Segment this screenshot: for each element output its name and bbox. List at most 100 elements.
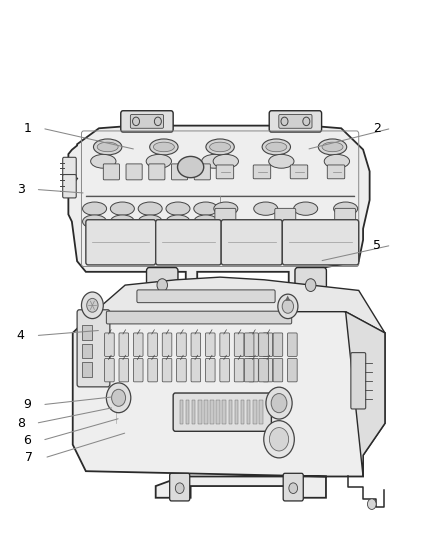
FancyBboxPatch shape bbox=[121, 111, 173, 132]
FancyBboxPatch shape bbox=[220, 359, 230, 382]
Text: 3: 3 bbox=[17, 183, 25, 196]
Bar bbox=[180, 400, 183, 424]
Text: 6: 6 bbox=[23, 434, 31, 447]
Polygon shape bbox=[346, 312, 385, 477]
Circle shape bbox=[154, 117, 161, 126]
FancyBboxPatch shape bbox=[134, 333, 143, 357]
Circle shape bbox=[175, 483, 184, 494]
FancyBboxPatch shape bbox=[105, 333, 114, 357]
FancyBboxPatch shape bbox=[126, 164, 142, 180]
FancyBboxPatch shape bbox=[119, 359, 129, 382]
FancyBboxPatch shape bbox=[273, 333, 283, 357]
FancyBboxPatch shape bbox=[170, 473, 190, 501]
FancyBboxPatch shape bbox=[191, 333, 201, 357]
FancyBboxPatch shape bbox=[173, 393, 272, 431]
Circle shape bbox=[367, 499, 376, 510]
FancyBboxPatch shape bbox=[279, 115, 312, 128]
Circle shape bbox=[264, 421, 294, 458]
FancyBboxPatch shape bbox=[244, 333, 254, 357]
FancyBboxPatch shape bbox=[148, 359, 157, 382]
FancyBboxPatch shape bbox=[288, 359, 297, 382]
Bar bbox=[204, 400, 208, 424]
Ellipse shape bbox=[166, 215, 190, 228]
Bar bbox=[253, 400, 257, 424]
FancyBboxPatch shape bbox=[134, 359, 143, 382]
Ellipse shape bbox=[110, 202, 134, 215]
Ellipse shape bbox=[91, 155, 116, 168]
FancyBboxPatch shape bbox=[205, 333, 215, 357]
Circle shape bbox=[106, 383, 131, 413]
FancyBboxPatch shape bbox=[327, 165, 345, 179]
Ellipse shape bbox=[202, 155, 227, 168]
Polygon shape bbox=[68, 115, 370, 298]
Text: ▲: ▲ bbox=[285, 295, 290, 301]
Circle shape bbox=[157, 279, 167, 292]
Circle shape bbox=[133, 117, 140, 126]
FancyBboxPatch shape bbox=[283, 473, 303, 501]
Circle shape bbox=[266, 387, 292, 419]
FancyBboxPatch shape bbox=[105, 359, 114, 382]
Ellipse shape bbox=[97, 142, 118, 152]
FancyBboxPatch shape bbox=[63, 157, 76, 181]
Ellipse shape bbox=[210, 142, 230, 152]
FancyBboxPatch shape bbox=[216, 165, 233, 179]
Bar bbox=[235, 400, 238, 424]
Circle shape bbox=[81, 292, 103, 319]
Bar bbox=[186, 400, 189, 424]
FancyBboxPatch shape bbox=[155, 220, 221, 265]
Text: 4: 4 bbox=[17, 329, 25, 342]
FancyBboxPatch shape bbox=[275, 208, 296, 228]
FancyBboxPatch shape bbox=[259, 359, 268, 382]
Ellipse shape bbox=[324, 155, 350, 168]
FancyBboxPatch shape bbox=[149, 164, 165, 180]
Text: 1: 1 bbox=[23, 122, 31, 135]
FancyBboxPatch shape bbox=[103, 164, 120, 180]
FancyBboxPatch shape bbox=[249, 359, 258, 382]
Bar bbox=[198, 400, 201, 424]
FancyBboxPatch shape bbox=[249, 333, 258, 357]
Bar bbox=[223, 400, 226, 424]
Text: 7: 7 bbox=[25, 451, 33, 464]
Ellipse shape bbox=[194, 202, 218, 215]
FancyBboxPatch shape bbox=[177, 359, 186, 382]
Circle shape bbox=[303, 117, 310, 126]
FancyBboxPatch shape bbox=[162, 333, 172, 357]
FancyBboxPatch shape bbox=[82, 325, 92, 340]
FancyBboxPatch shape bbox=[82, 362, 92, 377]
Bar bbox=[216, 400, 220, 424]
FancyBboxPatch shape bbox=[234, 333, 244, 357]
Ellipse shape bbox=[334, 202, 357, 215]
FancyBboxPatch shape bbox=[137, 290, 275, 303]
Circle shape bbox=[289, 483, 297, 494]
FancyBboxPatch shape bbox=[205, 359, 215, 382]
FancyBboxPatch shape bbox=[244, 359, 254, 382]
Ellipse shape bbox=[82, 215, 106, 228]
Ellipse shape bbox=[166, 202, 190, 215]
Text: 5: 5 bbox=[373, 239, 381, 252]
Circle shape bbox=[271, 393, 287, 413]
Ellipse shape bbox=[322, 142, 343, 152]
FancyBboxPatch shape bbox=[273, 359, 283, 382]
Bar bbox=[210, 400, 214, 424]
Polygon shape bbox=[73, 290, 385, 498]
FancyBboxPatch shape bbox=[147, 268, 178, 301]
FancyBboxPatch shape bbox=[253, 165, 271, 179]
Ellipse shape bbox=[293, 202, 318, 215]
Polygon shape bbox=[95, 277, 385, 333]
FancyBboxPatch shape bbox=[259, 333, 268, 357]
Ellipse shape bbox=[150, 139, 178, 155]
FancyBboxPatch shape bbox=[335, 208, 356, 228]
Ellipse shape bbox=[138, 215, 162, 228]
FancyBboxPatch shape bbox=[162, 359, 172, 382]
FancyBboxPatch shape bbox=[63, 174, 76, 198]
Bar bbox=[192, 400, 195, 424]
Circle shape bbox=[87, 298, 98, 312]
Ellipse shape bbox=[214, 202, 238, 215]
Text: 8: 8 bbox=[17, 417, 25, 430]
Ellipse shape bbox=[262, 139, 290, 155]
Ellipse shape bbox=[254, 202, 278, 215]
FancyBboxPatch shape bbox=[177, 333, 186, 357]
Bar bbox=[229, 400, 232, 424]
FancyBboxPatch shape bbox=[77, 310, 110, 387]
FancyBboxPatch shape bbox=[82, 344, 92, 358]
